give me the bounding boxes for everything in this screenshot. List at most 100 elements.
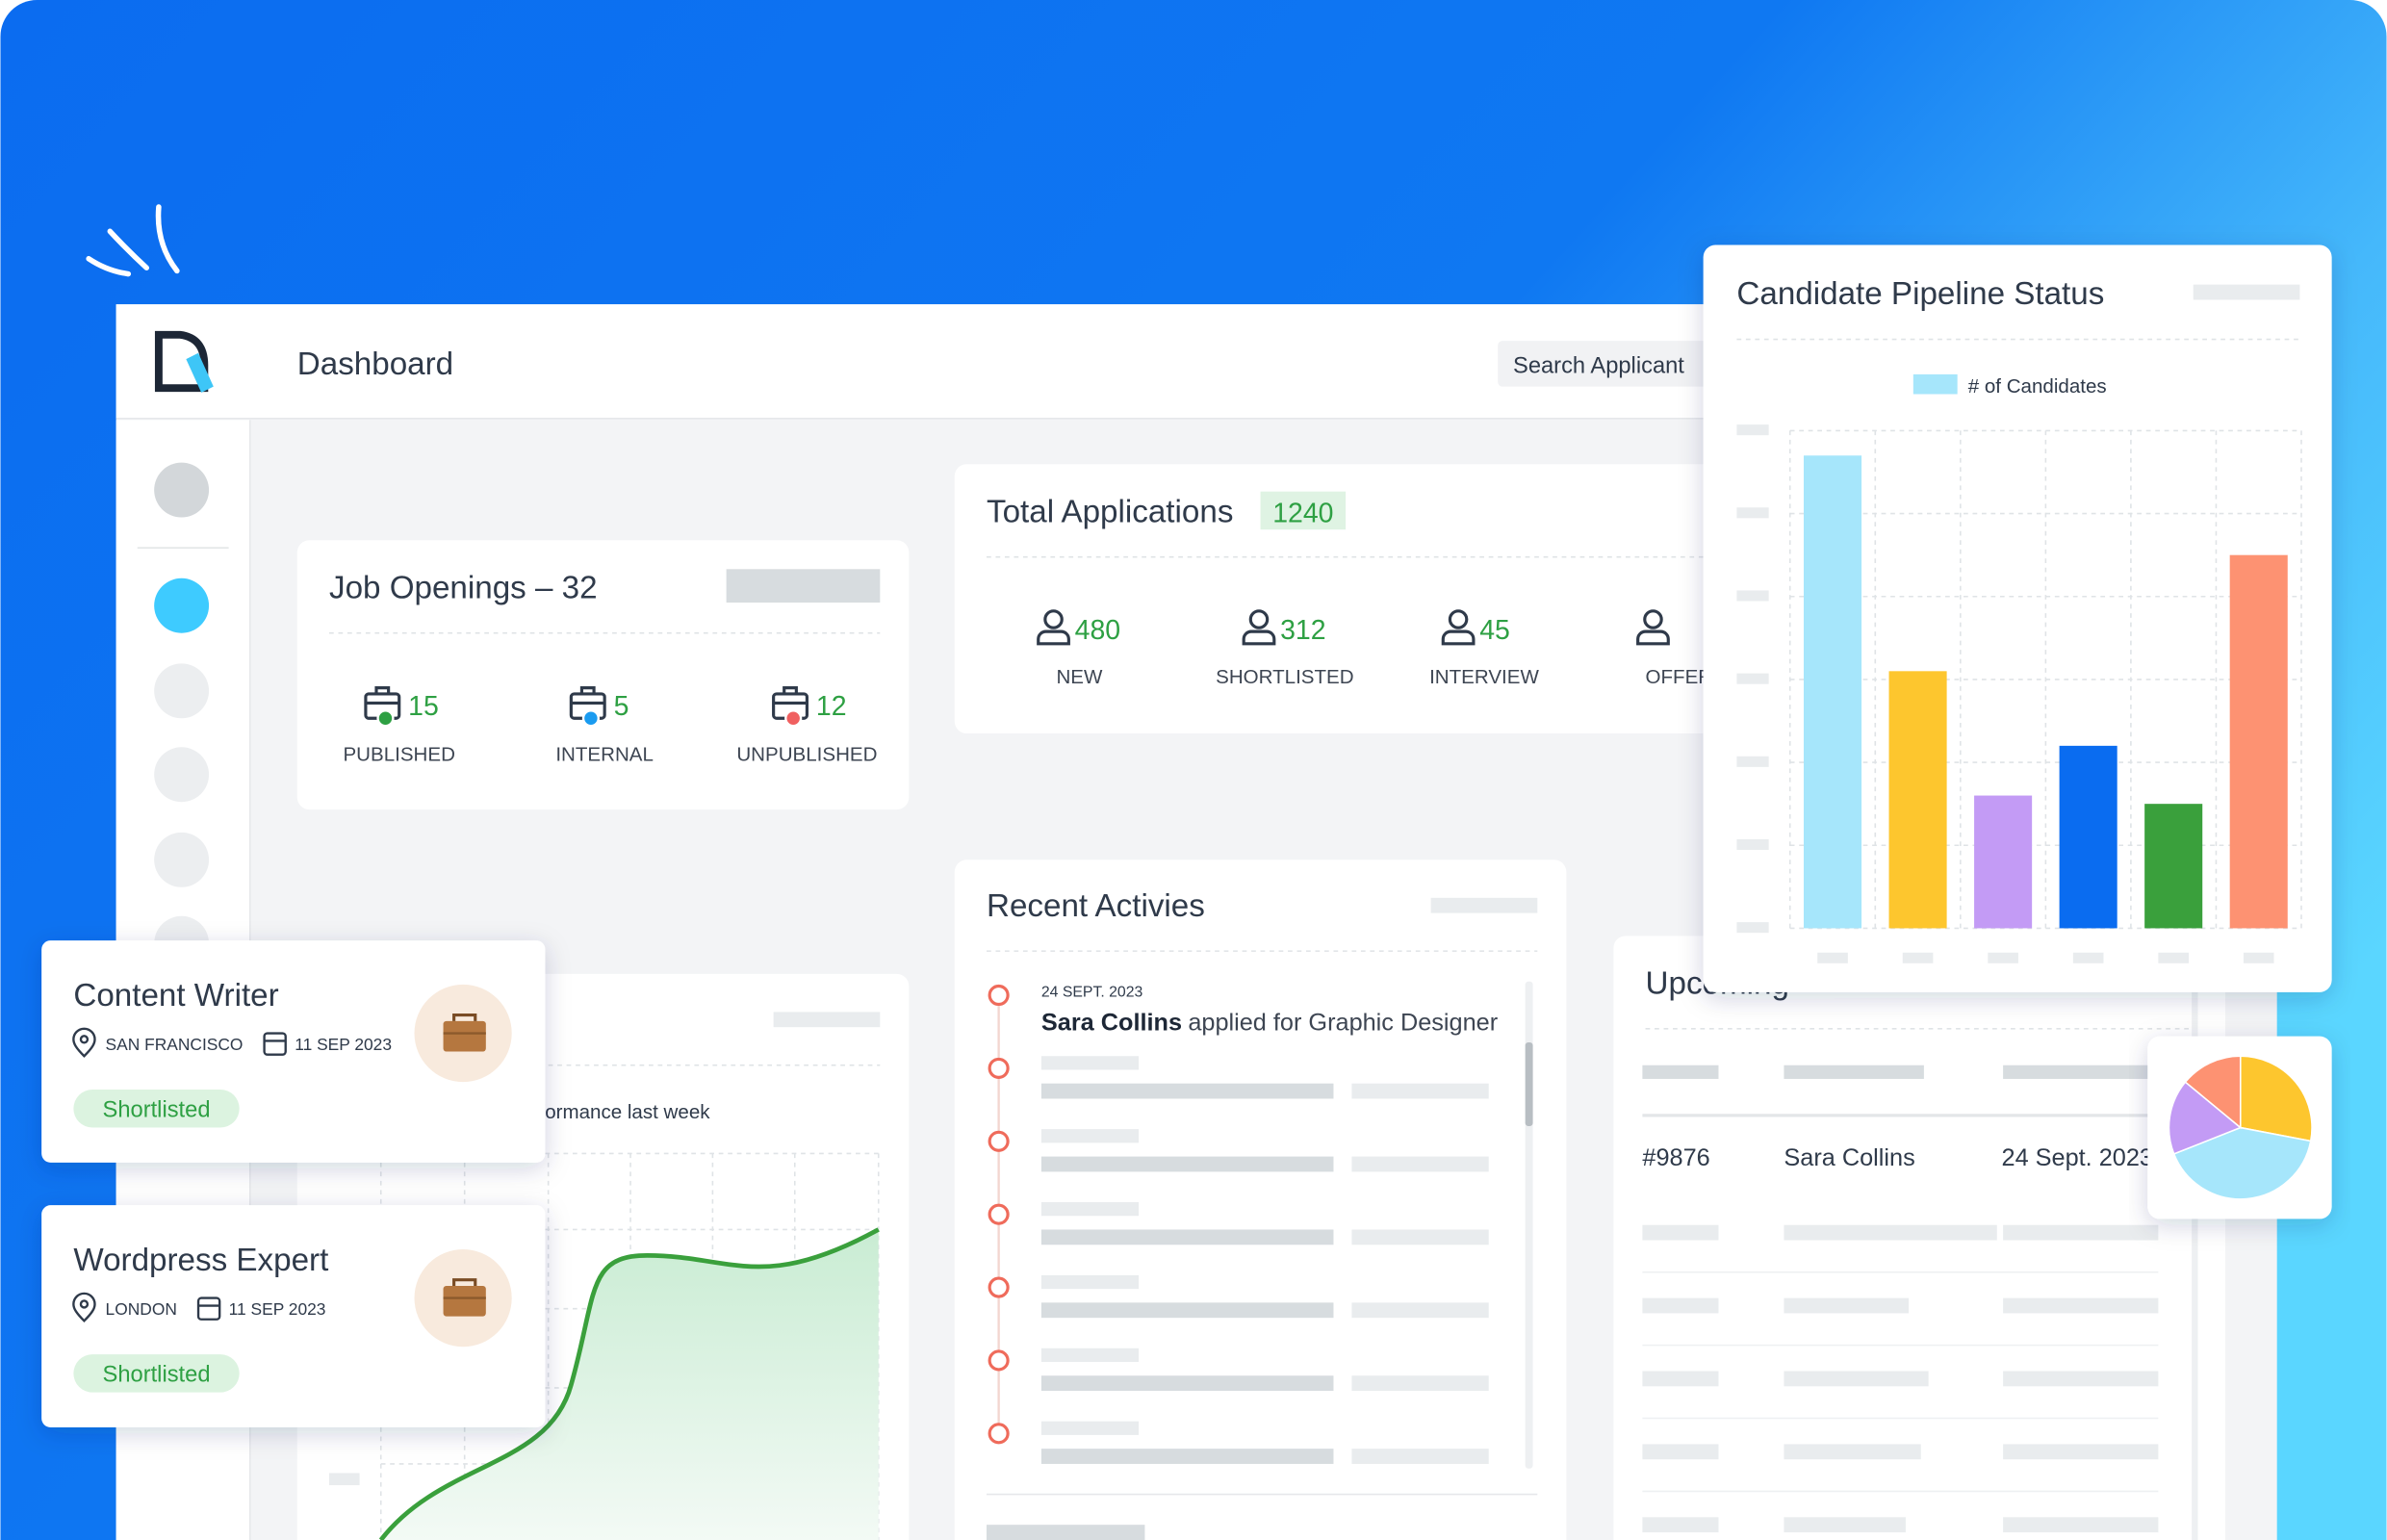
search-box[interactable] — [1498, 341, 1727, 387]
icon-badge — [581, 709, 601, 728]
cell: Sara Collins — [1784, 1144, 1914, 1171]
placeholder — [2003, 1297, 2159, 1314]
legend-swatch — [1912, 373, 1958, 395]
stat-value: 5 — [614, 691, 629, 722]
job-avatar-icon — [443, 1285, 486, 1317]
placeholder — [2003, 1444, 2159, 1460]
job-card[interactable]: Wordpress Expert LONDON 11 SEP 2023 Shortli… — [41, 1205, 546, 1428]
job-date: 11 SEP 2023 — [229, 1299, 326, 1319]
activity-action: applied for Graphic Designer — [1188, 1009, 1498, 1036]
placeholder — [1642, 1517, 1719, 1533]
status-label: Shortlisted — [103, 1363, 211, 1388]
placeholder — [1040, 1129, 1140, 1143]
briefcase-icon — [569, 686, 606, 728]
placeholder — [1784, 1297, 1910, 1314]
calendar-icon — [196, 1296, 221, 1321]
status-badge — [73, 1090, 240, 1128]
job-date: 11 SEP 2023 — [295, 1035, 392, 1054]
y-tick-placeholder — [1736, 424, 1769, 436]
stat-value: 45 — [1479, 615, 1510, 646]
bar — [1888, 671, 1947, 929]
timeline-dot — [988, 984, 1010, 1007]
card-subtitle: Performance last week — [509, 1101, 711, 1123]
placeholder — [1642, 1297, 1719, 1314]
x-tick-placeholder — [1902, 952, 1934, 963]
status-badge — [73, 1354, 240, 1393]
placeholder — [1784, 1224, 1997, 1241]
timeline-dot — [988, 1349, 1010, 1372]
badge — [1260, 491, 1347, 530]
person-icon — [1636, 629, 1670, 646]
total-count: 1240 — [1272, 498, 1333, 528]
job-openings-card — [296, 540, 910, 810]
x-tick-placeholder — [1817, 952, 1848, 963]
pie-slice — [2168, 1081, 2243, 1155]
stat-label: NEW — [1056, 666, 1103, 688]
card-title: Job Openings – 32 — [329, 570, 598, 605]
bar — [2144, 804, 2203, 929]
placeholder — [1040, 1274, 1140, 1290]
person-icon — [1448, 609, 1469, 629]
x-tick-placeholder — [2072, 952, 2104, 963]
y-tick-placeholder — [1736, 673, 1769, 684]
placeholder — [1040, 1229, 1334, 1245]
cell: #9876 — [1642, 1144, 1709, 1171]
location-icon — [72, 1027, 96, 1058]
placeholder — [2003, 1371, 2159, 1387]
placeholder — [1351, 1449, 1489, 1464]
activity-text: Sara Collins applied for Graphic Designer — [1041, 1009, 1498, 1036]
placeholder — [1351, 1156, 1489, 1172]
stat-value: 12 — [816, 691, 847, 722]
bar — [1974, 795, 2033, 929]
location-icon — [72, 1292, 96, 1323]
bar — [2059, 745, 2118, 929]
stat-label: INTERNAL — [555, 744, 654, 766]
icon-badge — [784, 709, 803, 728]
job-location: LONDON — [106, 1299, 177, 1319]
location-icon — [79, 1299, 90, 1309]
job-card[interactable]: Content Writer SAN FRANCISCO 11 SEP 2023 Sh… — [41, 940, 546, 1163]
y-tick-placeholder — [1736, 838, 1769, 851]
card-title: Recent Activies — [987, 888, 1205, 924]
placeholder — [1040, 1156, 1334, 1172]
person-icon — [1037, 629, 1070, 646]
briefcase-icon — [772, 686, 808, 728]
chart-title: Candidate Pipeline Status — [1736, 276, 2104, 312]
recent-activities-card — [954, 860, 1567, 1540]
placeholder — [1040, 1375, 1334, 1392]
stat-label: PUBLISHED — [343, 744, 454, 766]
x-tick-placeholder — [2158, 952, 2189, 963]
placeholder — [1040, 1348, 1140, 1363]
activity-date: 24 SEPT. 2023 — [1041, 985, 1143, 1001]
cell: 24 Sept. 2023 — [2002, 1144, 2153, 1171]
placeholder — [773, 1012, 881, 1028]
performance-line — [378, 1227, 880, 1540]
placeholder — [1040, 1421, 1140, 1435]
pie-slice — [2184, 1055, 2242, 1130]
placeholder — [1351, 1229, 1489, 1245]
stat-label: SHORTLISTED — [1216, 666, 1353, 688]
icon-handle — [773, 686, 808, 706]
status-label: Shortlisted — [103, 1097, 211, 1122]
pie-slice — [2172, 1126, 2312, 1200]
timeline-dot — [988, 1423, 1010, 1445]
performance-area — [380, 1229, 879, 1540]
placeholder — [1351, 1375, 1489, 1392]
timeline-dot — [988, 1203, 1010, 1225]
doodle — [86, 204, 180, 277]
placeholder — [1642, 1224, 1719, 1241]
activity-name: Sara Collins — [1041, 1009, 1182, 1036]
briefcase-icon — [364, 686, 401, 728]
table-header — [1642, 973, 2198, 1540]
placeholder — [2003, 1517, 2159, 1533]
placeholder — [1642, 1444, 1719, 1460]
page-title: Dashboard — [297, 346, 453, 382]
placeholder — [1430, 897, 1538, 913]
placeholder — [1040, 1056, 1140, 1070]
timeline-dot — [988, 1276, 1010, 1298]
placeholder — [1351, 1302, 1489, 1319]
y-tick-placeholder — [1736, 922, 1769, 934]
y-tick-placeholder — [1736, 507, 1769, 519]
icon-handle — [365, 686, 399, 706]
y-tick-placeholder — [1736, 590, 1769, 602]
